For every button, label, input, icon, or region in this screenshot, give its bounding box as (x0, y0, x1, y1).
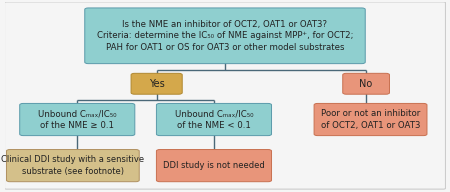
Text: Yes: Yes (149, 79, 165, 89)
FancyBboxPatch shape (85, 8, 365, 64)
FancyBboxPatch shape (131, 73, 182, 94)
FancyBboxPatch shape (157, 103, 271, 136)
Text: No: No (360, 79, 373, 89)
FancyBboxPatch shape (314, 103, 427, 136)
Text: Poor or not an inhibitor
of OCT2, OAT1 or OAT3: Poor or not an inhibitor of OCT2, OAT1 o… (321, 109, 420, 130)
FancyBboxPatch shape (343, 73, 390, 94)
FancyBboxPatch shape (157, 150, 271, 182)
FancyBboxPatch shape (20, 103, 135, 136)
Text: Unbound Cₘₐₓ/IC₅₀
of the NME ≥ 0.1: Unbound Cₘₐₓ/IC₅₀ of the NME ≥ 0.1 (38, 109, 117, 130)
Text: Is the NME an inhibitor of OCT2, OAT1 or OAT3?
Criteria: determine the IC₅₀ of N: Is the NME an inhibitor of OCT2, OAT1 or… (97, 20, 353, 52)
FancyBboxPatch shape (6, 150, 139, 182)
Text: Clinical DDI study with a sensitive
substrate (see footnote): Clinical DDI study with a sensitive subs… (1, 155, 144, 176)
Text: Unbound Cₘₐₓ/IC₅₀
of the NME < 0.1: Unbound Cₘₐₓ/IC₅₀ of the NME < 0.1 (175, 109, 253, 130)
Text: DDI study is not needed: DDI study is not needed (163, 161, 265, 170)
